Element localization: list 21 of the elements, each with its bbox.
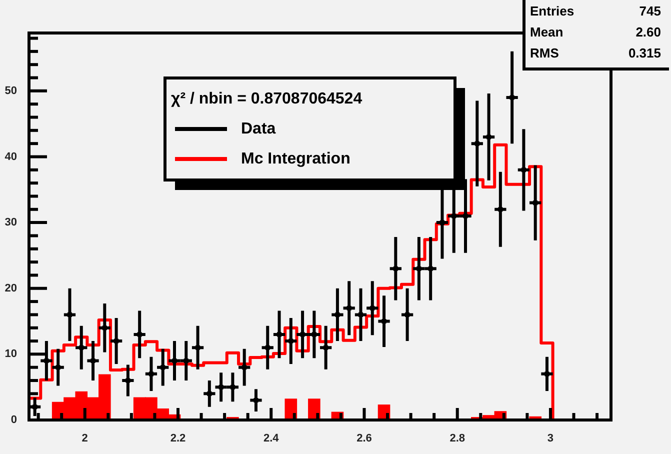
text: 0.315	[628, 46, 661, 61]
annotation: RMS	[530, 46, 560, 61]
text: 745	[639, 4, 661, 19]
x-tick-label: 2.6	[356, 432, 372, 445]
x-tick-label: 3	[547, 432, 554, 445]
y-tick-label: 40	[4, 150, 17, 163]
legend-title: χ² / nbin = 0.87087064524	[171, 90, 362, 108]
y-tick-label: 10	[4, 348, 17, 360]
y-tick-label: 50	[4, 84, 17, 97]
y-tick-label: 0	[10, 414, 17, 426]
x-tick-label: 2	[82, 432, 88, 445]
y-tick-label: 30	[4, 216, 17, 229]
x-tick-label: 2.2	[170, 432, 186, 445]
x-tick-label: 2.4	[263, 432, 280, 445]
x-tick-label: 2.8	[450, 432, 465, 445]
text: Entries	[530, 4, 574, 19]
legend-label: Data	[241, 120, 276, 138]
y-tick-label: 20	[4, 282, 17, 294]
legend-label: Mc Integration	[241, 150, 350, 168]
text: 2.60	[636, 24, 661, 40]
annotation: Mean	[530, 24, 564, 40]
